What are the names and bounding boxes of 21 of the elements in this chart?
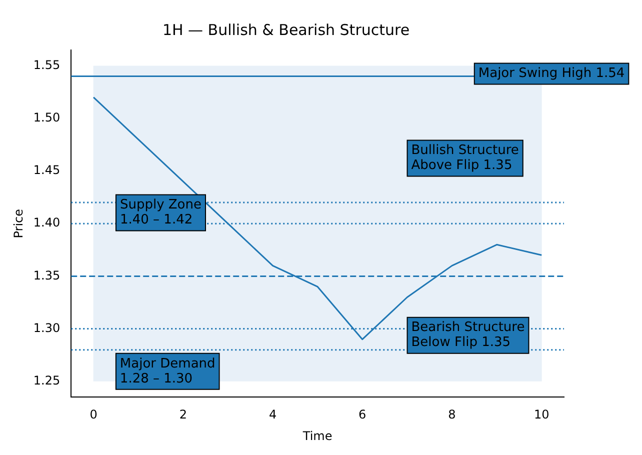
y-tick-label: 1.40 xyxy=(33,216,60,230)
annotation: Major Swing High 1.54 xyxy=(478,66,625,82)
x-tick-label: 0 xyxy=(90,408,98,422)
chart-title: 1H — Bullish & Bearish Structure xyxy=(162,20,410,39)
annotation: Major Demand 1.28 – 1.30 xyxy=(120,356,216,386)
y-tick-label: 1.50 xyxy=(33,110,60,125)
x-tick-label: 6 xyxy=(358,408,366,422)
x-axis-title: Time xyxy=(302,428,332,443)
x-tick-label: 8 xyxy=(448,408,456,422)
y-tick-label: 1.35 xyxy=(33,268,60,282)
annotation: Supply Zone 1.40 – 1.42 xyxy=(120,198,202,228)
x-tick-label: 4 xyxy=(268,408,277,422)
x-tick-label: 2 xyxy=(179,408,187,422)
annotation: Bullish Structure Above Flip 1.35 xyxy=(411,143,519,174)
x-tick-label: 10 xyxy=(534,408,550,422)
y-tick-label: 1.30 xyxy=(33,320,60,335)
y-tick-label: 1.25 xyxy=(33,374,60,388)
y-axis-title: Price xyxy=(11,208,26,238)
annotation: Bearish Structure Below Flip 1.35 xyxy=(411,320,525,350)
y-tick-label: 1.45 xyxy=(33,163,60,178)
y-tick-label: 1.55 xyxy=(33,58,60,72)
